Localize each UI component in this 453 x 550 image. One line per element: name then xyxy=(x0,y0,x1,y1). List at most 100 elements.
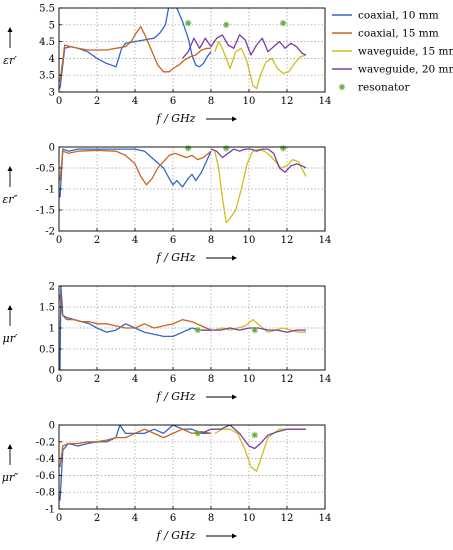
x-axis-label: f / GHz xyxy=(156,112,196,125)
legend-item: coaxial, 15 mm xyxy=(332,28,439,40)
x-tick-label: 10 xyxy=(243,235,256,246)
legend: coaxial, 10 mm coaxial, 15 mm waveguide, 1… xyxy=(332,10,453,94)
panel-mu-real: 0 2 4 6 8 10 12 14 0 0.5 1 1.5 2 f / GHz μr′ xyxy=(3,282,332,404)
x-axis-arrowhead xyxy=(232,394,237,400)
y-tick-label: 4 xyxy=(49,54,55,65)
y-axis-label: εr″ xyxy=(2,193,18,206)
resonator-marker xyxy=(223,145,230,152)
y-tick-label: -1 xyxy=(45,185,55,196)
series-waveguide-20mm xyxy=(201,425,306,450)
series-waveguide-20mm xyxy=(201,327,306,333)
x-tick-label: 12 xyxy=(281,374,294,385)
panel-mu-imag: 0 2 4 6 8 10 12 14 -1 -0.8 -0.6 -0.4 -0.2 0 f / GHz μr″ xyxy=(2,421,332,543)
legend-item: waveguide, 20 mm xyxy=(332,64,453,76)
y-tick-label: -0.2 xyxy=(36,437,55,448)
x-tick-label: 8 xyxy=(208,96,214,107)
x-tick-label: 0 xyxy=(56,235,62,246)
y-tick-label: 0 xyxy=(49,421,55,432)
y-tick-label: -1.5 xyxy=(36,206,55,217)
legend-label: waveguide, 15 mm xyxy=(358,46,453,58)
series-waveguide-20mm xyxy=(210,148,307,173)
series-coaxial-15mm xyxy=(59,294,212,331)
x-tick-label: 10 xyxy=(243,374,256,385)
series-coaxial-10mm xyxy=(59,148,212,198)
x-tick-label: 2 xyxy=(94,96,100,107)
y-axis-label: εr′ xyxy=(3,54,17,67)
series-coaxial-15mm xyxy=(59,428,212,468)
resonator-marker xyxy=(185,19,192,27)
x-tick-label: 14 xyxy=(319,374,332,385)
x-axis-label: f / GHz xyxy=(156,529,196,542)
x-tick-label: 2 xyxy=(94,374,100,385)
panel-eps-real: 0 2 4 6 8 10 12 14 3 3.5 4 4.5 5 5.5 f / GHz εr′ xyxy=(3,4,331,126)
x-axis-arrowhead xyxy=(232,255,237,261)
x-axis-arrowhead xyxy=(232,116,237,122)
x-tick-label: 14 xyxy=(319,513,332,524)
legend-item: coaxial, 10 mm xyxy=(332,10,439,22)
y-axis-arrowhead xyxy=(7,305,13,310)
series-coaxial-15mm xyxy=(59,25,211,82)
x-tick-label: 0 xyxy=(56,96,62,107)
y-tick-label: -1 xyxy=(45,505,55,516)
axes-frame xyxy=(58,424,326,510)
resonator-marker xyxy=(194,326,201,334)
axes-frame xyxy=(58,7,326,93)
x-axis-label: f / GHz xyxy=(156,251,196,264)
y-tick-label: 0 xyxy=(49,143,55,154)
resonator-marker xyxy=(185,145,192,152)
series-waveguide-15mm xyxy=(214,148,307,224)
resonator-marker xyxy=(280,145,287,152)
x-tick-label: 4 xyxy=(132,513,138,524)
x-tick-label: 10 xyxy=(243,96,256,107)
y-tick-label: 1.5 xyxy=(39,303,55,314)
y-tick-label: -0.5 xyxy=(36,164,55,175)
x-tick-label: 4 xyxy=(132,235,138,246)
x-tick-label: 14 xyxy=(319,96,332,107)
x-tick-label: 6 xyxy=(170,374,176,385)
resonator-marker xyxy=(223,21,230,28)
y-tick-label: 3 xyxy=(49,88,55,99)
y-tick-label: -0.8 xyxy=(36,488,55,499)
legend-item: waveguide, 15 mm xyxy=(332,46,453,58)
resonator-marker xyxy=(251,326,258,334)
resonator-marker xyxy=(194,430,201,437)
y-axis-label: μr′ xyxy=(3,332,18,345)
x-tick-label: 6 xyxy=(170,513,176,524)
series-waveguide-15mm xyxy=(214,428,306,472)
y-tick-label: 3.5 xyxy=(39,71,55,82)
x-tick-label: 0 xyxy=(56,513,62,524)
legend-label: coaxial, 15 mm xyxy=(358,28,439,40)
x-tick-label: 2 xyxy=(94,513,100,524)
legend-label: resonator xyxy=(358,82,411,94)
x-tick-label: 4 xyxy=(132,374,138,385)
legend-label: coaxial, 10 mm xyxy=(358,10,439,22)
series-waveguide-20mm xyxy=(182,34,307,59)
x-tick-label: 8 xyxy=(208,513,214,524)
x-tick-label: 6 xyxy=(170,235,176,246)
x-tick-label: 4 xyxy=(132,96,138,107)
y-axis-label: μr″ xyxy=(2,471,19,484)
y-tick-label: 5 xyxy=(49,20,55,31)
y-tick-label: 0 xyxy=(49,366,55,377)
y-tick-label: 5.5 xyxy=(39,4,55,15)
y-tick-label: 0.5 xyxy=(39,345,55,356)
y-tick-label: -0.6 xyxy=(36,471,55,482)
resonator-marker xyxy=(251,431,258,439)
legend-label: waveguide, 20 mm xyxy=(358,64,453,76)
x-tick-label: 12 xyxy=(281,235,294,246)
x-tick-label: 14 xyxy=(319,235,332,246)
y-tick-label: 4.5 xyxy=(39,37,55,48)
x-axis-arrowhead xyxy=(232,533,237,539)
series-waveguide-15mm xyxy=(214,318,306,333)
y-tick-label: 2 xyxy=(49,282,55,293)
x-tick-label: 10 xyxy=(243,513,256,524)
resonator-marker xyxy=(280,19,287,27)
panel-eps-imag: 0 2 4 6 8 10 12 14 -2 -1.5 -1 -0.5 0 f / GHz εr″ xyxy=(2,143,331,265)
y-tick-label: -0.4 xyxy=(36,454,55,465)
legend-marker xyxy=(338,83,346,91)
x-tick-label: 6 xyxy=(170,96,176,107)
x-axis-label: f / GHz xyxy=(156,390,196,403)
x-tick-label: 0 xyxy=(56,374,62,385)
series-coaxial-10mm xyxy=(59,425,211,501)
